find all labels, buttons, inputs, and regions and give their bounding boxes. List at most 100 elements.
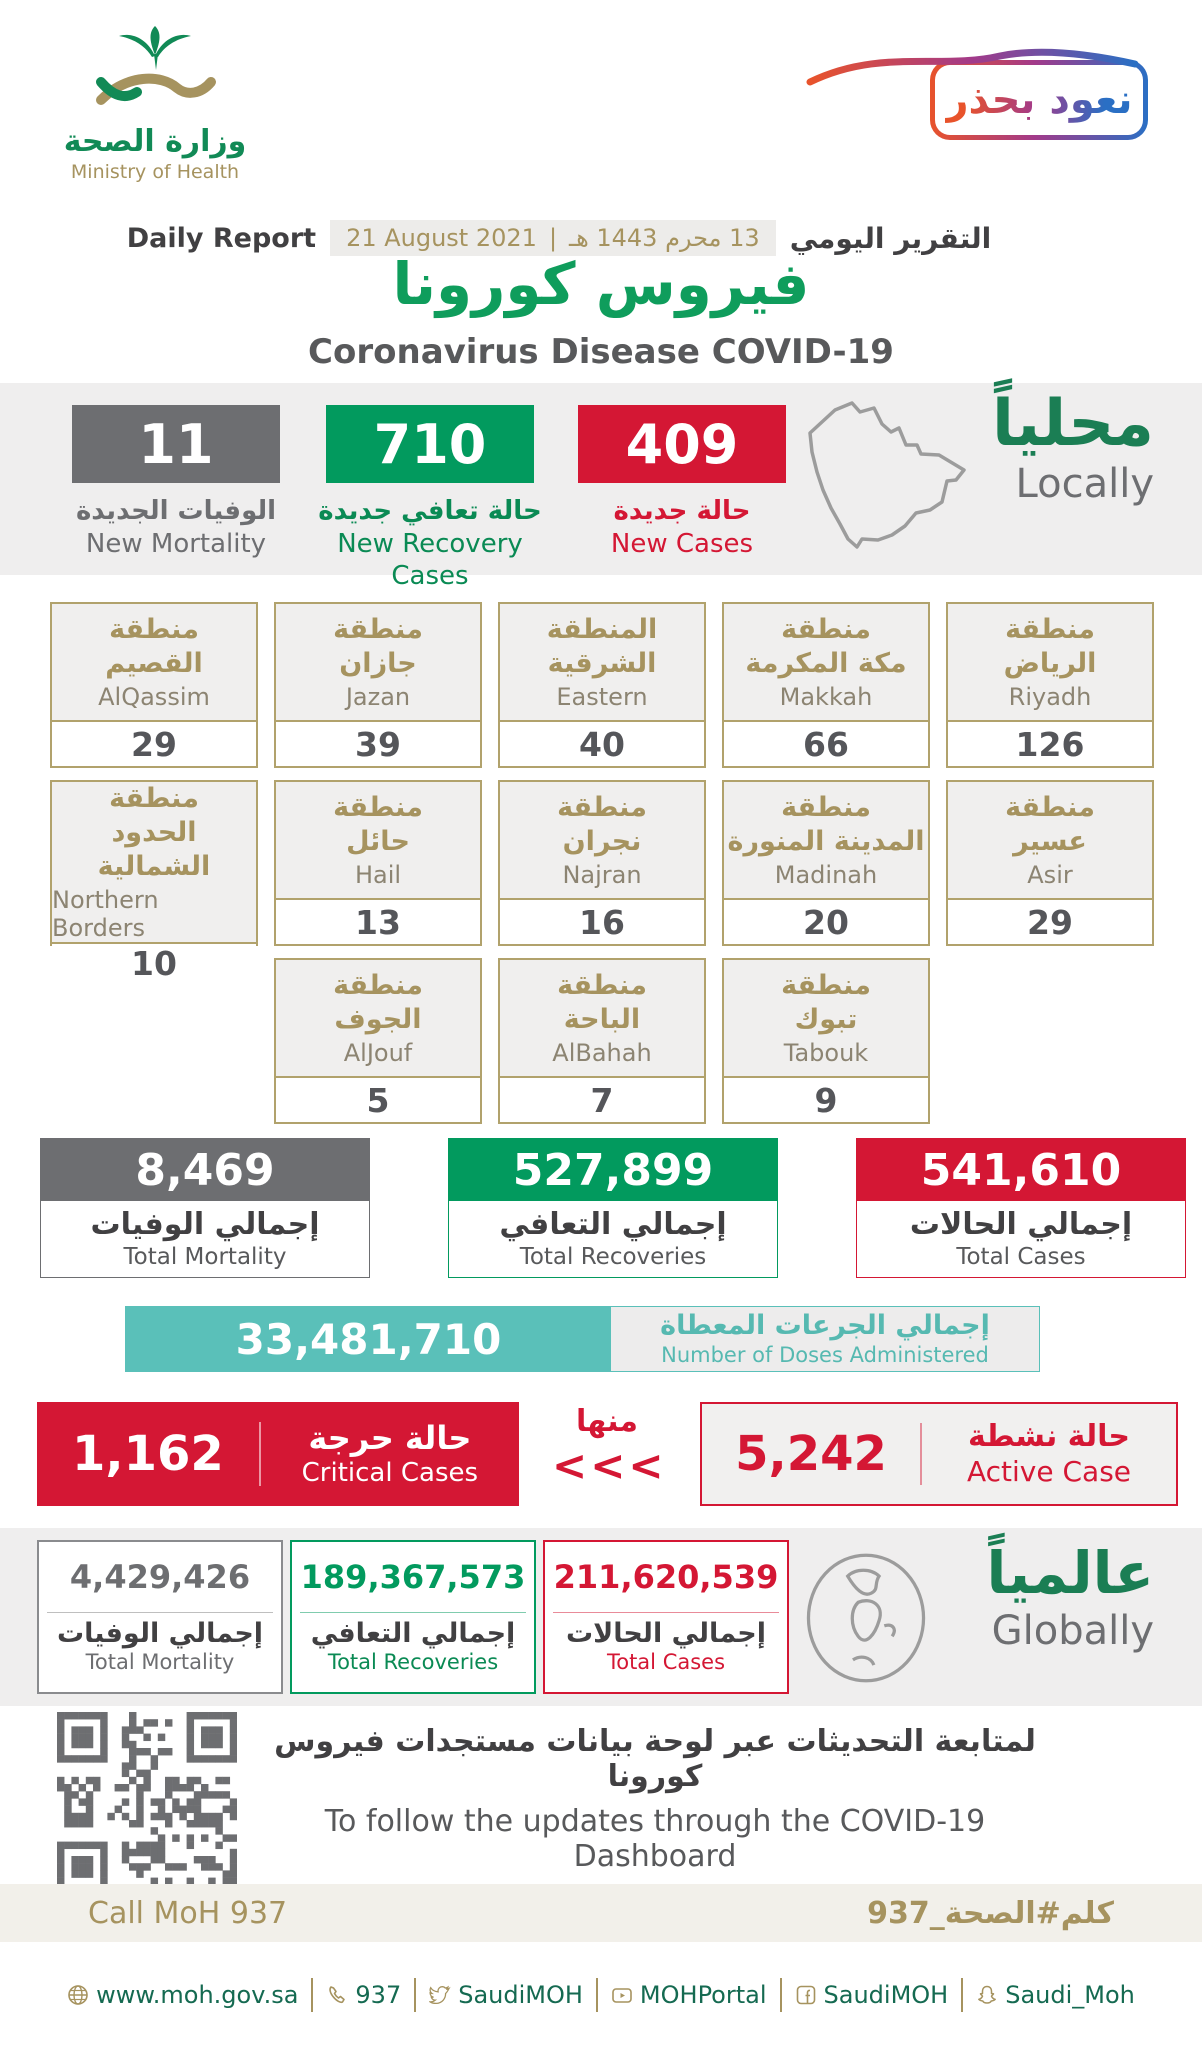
region-count: 20: [724, 900, 928, 944]
region-count: 40: [500, 722, 704, 766]
region-name-ar: منطقة مكة المكرمة: [745, 613, 907, 679]
dashboard-text-ar: لمتابعة التحديثات عبر لوحة بيانات مستجدا…: [274, 1724, 1036, 1794]
region-name-ar: منطقة تبوك: [781, 969, 871, 1035]
daily-report-label-en: Daily Report: [126, 222, 317, 254]
region-card-jazan: منطقة جازان Jazan 39: [274, 602, 482, 768]
of-which-connector: منها <<<: [552, 1404, 667, 1490]
region-card-alqassim: منطقة القصيم AlQassim 29: [50, 602, 258, 768]
page-title-ar: فيروس كورونا: [392, 250, 810, 318]
region-name-ar: منطقة القصيم: [105, 613, 203, 679]
phone-icon: [329, 1986, 346, 2004]
region-name-en: Najran: [562, 861, 642, 890]
region-count: 7: [500, 1078, 704, 1122]
footer-item-phone[interactable]: 937: [326, 1981, 401, 2009]
total-cases-card: 541,610 إجمالي الحالات Total Cases: [856, 1138, 1186, 1278]
footer-item-website[interactable]: www.moh.gov.sa: [67, 1981, 298, 2009]
total-cases-label-ar: إجمالي الحالات: [909, 1207, 1133, 1242]
region-name-ar: منطقة المدينة المنورة: [727, 791, 925, 857]
region-card-madinah: منطقة المدينة المنورة Madinah 20: [722, 780, 930, 946]
total-cases-label-en: Total Cases: [956, 1244, 1086, 1270]
dashboard-text-en: To follow the updates through the COVID-…: [324, 1804, 986, 1874]
region-card-aljouf: منطقة الجوف AlJouf 5: [274, 958, 482, 1124]
region-card-albahah: منطقة الباحة AlBahah 7: [498, 958, 706, 1124]
ministry-name-ar: وزارة الصحة: [63, 124, 247, 159]
global-recoveries-card: 189,367,573 إجمالي التعافي Total Recover…: [290, 1540, 536, 1694]
global-mortality-card: 4,429,426 إجمالي الوفيات Total Mortality: [37, 1540, 283, 1694]
region-count: 126: [948, 722, 1152, 766]
critical-cases-label: حالة حرجة Critical Cases: [301, 1419, 479, 1488]
footer-item-twitter[interactable]: SaudiMOH: [429, 1981, 583, 2009]
region-name-en: AlBahah: [552, 1039, 652, 1068]
globe-icon: [68, 1985, 88, 2005]
region-name-ar: المنطقة الشرقية: [546, 613, 658, 679]
ministry-name-en: Ministry of Health: [70, 161, 240, 183]
divider: [258, 1421, 261, 1487]
footer-item-facebook[interactable]: SaudiMOH: [795, 1981, 948, 2009]
footer-separator: [414, 1978, 417, 2012]
globe-icon: [806, 1553, 926, 1683]
snapchat-icon: [978, 1985, 997, 2004]
region-name-en: Tabouk: [783, 1039, 869, 1068]
footer-item-snapchat[interactable]: Saudi_Moh: [976, 1981, 1135, 2009]
region-name-ar: منطقة جازان: [333, 613, 423, 679]
global-mortality-value: 4,429,426: [69, 1558, 251, 1596]
saudi-arabia-map-icon: [808, 401, 966, 549]
locally-section: 11 710 409 الوفيات الجديدة New Mortality…: [0, 383, 1202, 591]
of-which-label: منها: [576, 1404, 638, 1439]
region-name-en: Hail: [354, 861, 402, 890]
active-cases-label: حالة نشطة Active Case: [966, 1419, 1132, 1489]
new-mortality-label: الوفيات الجديدة New Mortality: [75, 496, 277, 559]
region-name-en: Jazan: [345, 683, 411, 712]
region-name-ar: منطقة الجوف: [333, 969, 423, 1035]
region-name-en: Northern Borders: [52, 886, 159, 943]
footer-item-youtube[interactable]: MOHPortal: [611, 1981, 767, 2009]
region-count: 66: [724, 722, 928, 766]
call-moh-band: Call MoH 937 كلم#الصحة_937: [0, 1884, 1202, 1942]
new-recoveries-label: حالة تعافي جديدة New Recovery Cases: [318, 496, 542, 591]
facebook-icon: [796, 1985, 815, 2005]
global-mortality-label-en: Total Mortality: [85, 1650, 235, 1674]
footer-contacts: www.moh.gov.sa 937 SaudiMOH MOHPortal: [0, 1978, 1202, 2012]
footer-separator: [311, 1978, 314, 2012]
moh-logo-icon: [96, 26, 216, 105]
qr-code: [57, 1712, 237, 1892]
total-recoveries-label-en: Total Recoveries: [519, 1244, 707, 1270]
region-count: 39: [276, 722, 480, 766]
total-recoveries-card: 527,899 إجمالي التعافي Total Recoveries: [448, 1138, 778, 1278]
total-recoveries-label-ar: إجمالي التعافي: [499, 1207, 727, 1242]
global-recoveries-value: 189,367,573: [300, 1558, 526, 1596]
region-card-asir: منطقة عسير Asir 29: [946, 780, 1154, 946]
region-name-en: AlJouf: [343, 1039, 413, 1068]
total-mortality-value: 8,469: [41, 1139, 369, 1201]
total-mortality-label-en: Total Mortality: [123, 1244, 287, 1270]
global-recoveries-label-en: Total Recoveries: [327, 1650, 499, 1674]
region-name-ar: منطقة عسير: [1005, 791, 1095, 857]
doses-administered-bar: 33,481,710 إجمالي الجرعات المعطاة Number…: [125, 1306, 1040, 1372]
global-cases-value: 211,620,539: [553, 1558, 779, 1596]
critical-cases-box: 1,162 حالة حرجة Critical Cases: [37, 1402, 519, 1506]
left-chevrons-icon: <<<: [552, 1441, 667, 1490]
new-recoveries-value: 710: [326, 405, 534, 483]
region-count: 13: [276, 900, 480, 944]
region-card-tabouk: منطقة تبوك Tabouk 9: [722, 958, 930, 1124]
critical-cases-value: 1,162: [71, 1426, 224, 1482]
call-moh-label-en: Call MoH 937: [88, 1895, 288, 1931]
twitter-icon: [429, 1985, 451, 2005]
region-card-hail: منطقة حائل Hail 13: [274, 780, 482, 946]
new-cases-label: حالة جديدة New Cases: [610, 496, 754, 559]
region-count: 29: [52, 722, 256, 766]
region-name-en: AlQassim: [98, 683, 210, 712]
region-count: 16: [500, 900, 704, 944]
region-name-en: Eastern: [556, 683, 648, 712]
divider: [47, 1612, 273, 1613]
region-count: 5: [276, 1078, 480, 1122]
region-name-en: Riyadh: [1008, 683, 1092, 712]
region-name-ar: منطقة نجران: [557, 791, 647, 857]
region-name-ar: منطقة الحدود الشمالية: [97, 783, 211, 882]
region-card-northern-borders: منطقة الحدود الشمالية Northern Borders 10: [50, 780, 258, 984]
global-cases-label-en: Total Cases: [606, 1650, 726, 1674]
report-date: 21 August 2021 | 13 محرم 1443 هـ: [330, 220, 776, 256]
region-name-ar: منطقة الرياض: [1003, 613, 1097, 679]
global-recoveries-label-ar: إجمالي التعافي: [310, 1618, 516, 1649]
